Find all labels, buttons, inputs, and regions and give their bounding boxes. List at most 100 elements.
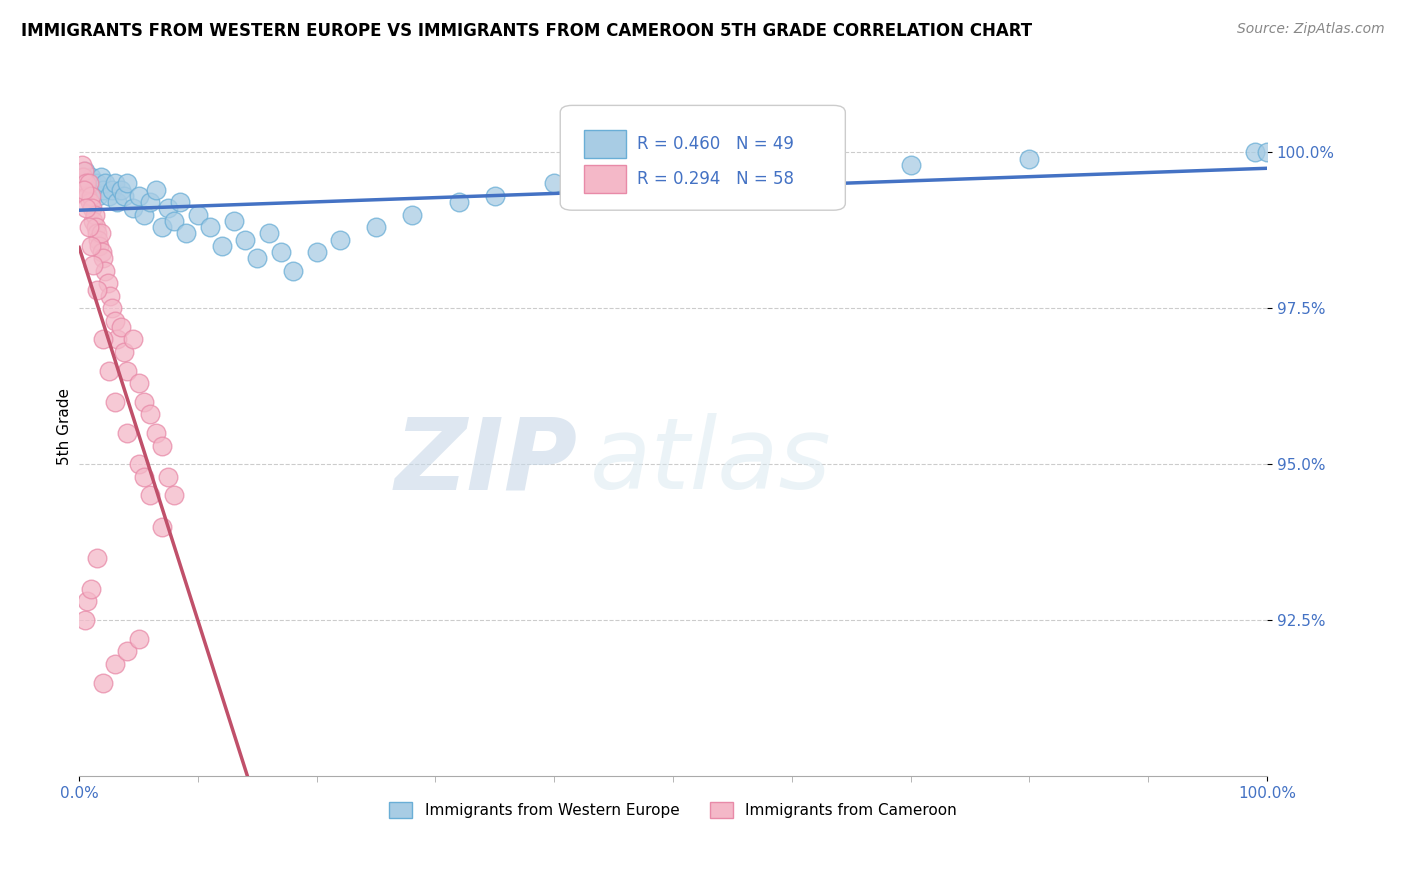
Text: Source: ZipAtlas.com: Source: ZipAtlas.com (1237, 22, 1385, 37)
Point (75, 613, 97, 627)
Point (91, 333, 114, 347)
Point (82, 183, 104, 197)
Point (139, 195, 162, 210)
Point (73, 164, 96, 178)
Point (101, 183, 124, 197)
Point (484, 189, 506, 203)
Point (364, 220, 387, 235)
Text: atlas: atlas (591, 413, 831, 510)
Point (128, 189, 150, 203)
Point (104, 314, 127, 328)
Point (86, 550, 108, 565)
Point (662, 170, 685, 185)
Point (80, 189, 103, 203)
Point (86, 177, 108, 191)
Text: R = 0.294   N = 58: R = 0.294 N = 58 (637, 169, 794, 187)
Point (150, 220, 173, 235)
FancyBboxPatch shape (583, 130, 626, 158)
Point (97, 189, 120, 203)
Point (134, 395, 156, 409)
Text: IMMIGRANTS FROM WESTERN EUROPE VS IMMIGRANTS FROM CAMEROON 5TH GRADE CORRELATION: IMMIGRANTS FROM WESTERN EUROPE VS IMMIGR… (21, 22, 1032, 40)
Point (157, 469, 180, 483)
Point (281, 264, 304, 278)
Point (84, 220, 107, 235)
Point (198, 220, 221, 235)
Point (97, 277, 120, 291)
Point (1018, 152, 1040, 166)
FancyBboxPatch shape (583, 165, 626, 193)
Point (104, 657, 127, 671)
Y-axis label: 5th Grade: 5th Grade (58, 388, 72, 466)
Point (257, 227, 280, 241)
Text: ZIP: ZIP (395, 413, 578, 510)
Point (543, 177, 565, 191)
Point (72, 170, 94, 185)
Point (98, 289, 121, 303)
Point (77, 177, 100, 191)
Point (449, 195, 471, 210)
Point (150, 519, 173, 533)
Point (75, 202, 97, 216)
Point (104, 177, 127, 191)
Point (139, 407, 162, 421)
Point (105, 333, 128, 347)
Point (79, 195, 101, 210)
Point (115, 177, 138, 191)
Point (104, 395, 127, 409)
Point (174, 227, 197, 241)
Point (75, 177, 97, 191)
Point (112, 189, 135, 203)
Point (86, 227, 108, 241)
Point (89, 227, 111, 241)
Point (72, 170, 94, 185)
Point (270, 245, 292, 260)
Point (91, 183, 114, 197)
Point (187, 208, 209, 222)
Point (82, 202, 104, 216)
Point (121, 202, 143, 216)
Point (70, 158, 93, 172)
Point (94, 264, 117, 278)
Point (128, 457, 150, 471)
Point (110, 183, 132, 197)
Point (87, 233, 110, 247)
Point (75, 183, 97, 197)
Point (134, 208, 156, 222)
Point (128, 632, 150, 646)
Point (91, 675, 114, 690)
Point (780, 164, 803, 178)
Point (222, 214, 245, 228)
Point (235, 233, 257, 247)
Text: R = 0.460   N = 49: R = 0.460 N = 49 (637, 135, 794, 153)
Point (80, 170, 103, 185)
Point (128, 376, 150, 391)
Point (163, 488, 186, 502)
Point (110, 320, 132, 334)
Point (82, 214, 104, 228)
Point (77, 177, 100, 191)
Point (76, 189, 98, 203)
Point (115, 364, 138, 378)
Point (157, 202, 180, 216)
Point (145, 183, 167, 197)
Point (87, 189, 110, 203)
Point (80, 582, 103, 596)
Point (97, 364, 120, 378)
Point (139, 488, 162, 502)
Point (115, 644, 138, 658)
Point (89, 239, 111, 253)
Point (86, 283, 108, 297)
Point (163, 214, 186, 228)
Point (145, 425, 167, 440)
Point (101, 301, 124, 316)
Point (246, 252, 269, 266)
Point (76, 594, 98, 608)
Point (1256, 145, 1278, 160)
Point (77, 220, 100, 235)
Point (80, 239, 103, 253)
Point (90, 245, 112, 260)
FancyBboxPatch shape (560, 105, 845, 211)
Point (112, 345, 135, 359)
Point (73, 183, 96, 197)
Point (329, 233, 352, 247)
